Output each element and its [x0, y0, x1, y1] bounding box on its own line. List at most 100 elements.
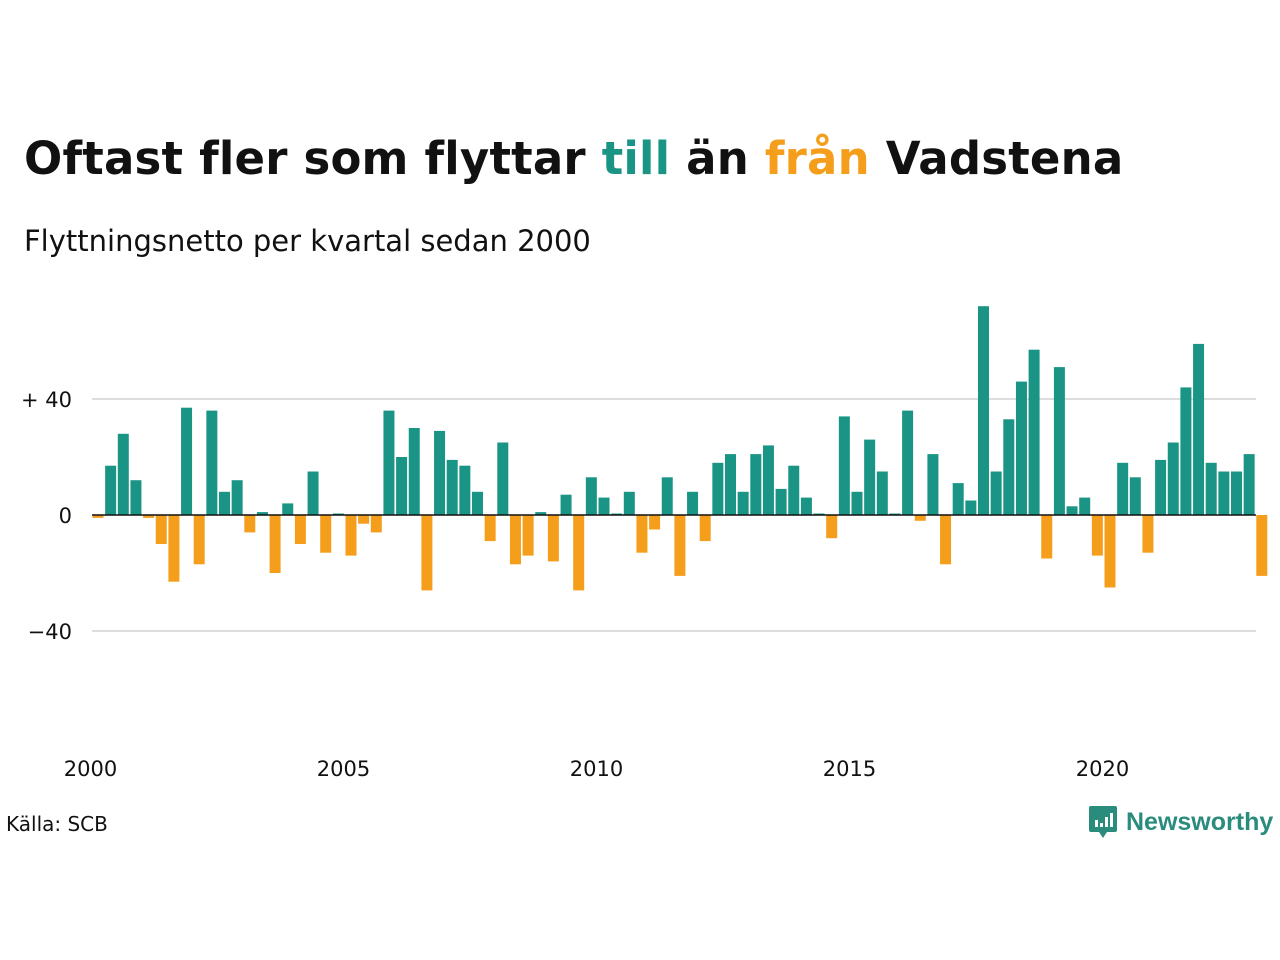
bar	[737, 491, 749, 515]
bar	[244, 515, 256, 533]
bar	[687, 491, 699, 515]
bar	[978, 306, 989, 515]
x-tick-label: 2010	[570, 757, 623, 781]
bar	[788, 465, 800, 515]
bar	[484, 515, 496, 542]
bar	[117, 433, 129, 515]
bar	[1015, 381, 1027, 515]
y-tick-label: −40	[28, 620, 72, 644]
bar	[535, 512, 547, 515]
bar	[282, 503, 294, 515]
bar	[168, 515, 180, 582]
bar	[838, 416, 850, 515]
bar	[1180, 387, 1192, 515]
bar	[459, 465, 471, 515]
bar	[649, 515, 661, 530]
bar	[1091, 515, 1103, 556]
bar	[699, 515, 711, 542]
bar	[408, 428, 420, 515]
bar	[1028, 349, 1040, 515]
newsworthy-logo-icon	[1089, 806, 1117, 838]
bar	[181, 407, 193, 515]
bar	[143, 515, 155, 518]
bar	[130, 480, 142, 515]
bar	[1079, 497, 1091, 515]
bar	[193, 515, 205, 565]
x-tick-label: 2015	[823, 757, 876, 781]
bar	[1193, 343, 1205, 515]
bar	[307, 471, 319, 515]
title-fran: från	[764, 132, 870, 185]
x-tick-label: 2000	[64, 757, 117, 781]
bar	[674, 515, 686, 576]
y-tick-label: + 40	[21, 388, 72, 412]
x-tick-label: 2005	[317, 757, 370, 781]
bar	[1142, 515, 1154, 553]
bar	[623, 491, 635, 515]
bar	[940, 515, 952, 565]
bar	[800, 497, 812, 515]
newsworthy-logo: Newsworthy	[1088, 804, 1273, 840]
bar	[497, 442, 509, 515]
x-tick-label: 2020	[1076, 757, 1129, 781]
bar	[914, 515, 926, 521]
bar	[952, 483, 964, 515]
bar	[585, 477, 597, 515]
bar	[421, 515, 433, 591]
bar	[231, 480, 243, 515]
bar	[725, 454, 736, 515]
bar	[876, 471, 888, 515]
bar	[965, 500, 977, 515]
bar	[383, 410, 395, 515]
bar	[320, 515, 332, 553]
bar	[206, 410, 218, 515]
y-tick-label: 0	[59, 504, 72, 528]
source-label: Källa: SCB	[6, 812, 108, 836]
bar	[762, 445, 774, 515]
bar	[1129, 477, 1141, 515]
bar	[1104, 515, 1116, 588]
bar	[560, 494, 572, 515]
bar	[661, 477, 673, 515]
bar	[1117, 462, 1129, 515]
bar	[370, 515, 382, 533]
bar	[1205, 462, 1217, 515]
bar	[775, 488, 787, 515]
bar-chart: + 40 0 −40 2000 2005 2010 2015 2020	[21, 306, 1268, 781]
bar	[1155, 459, 1167, 515]
bar	[358, 515, 370, 524]
logo-text: Newsworthy	[1126, 807, 1274, 836]
title-part-2: än	[670, 132, 765, 185]
bar	[155, 515, 167, 544]
bar	[750, 454, 762, 515]
bar	[636, 515, 648, 553]
bar	[256, 512, 268, 515]
chart-subtitle: Flyttningsnetto per kvartal sedan 2000	[24, 224, 591, 258]
bar	[1167, 442, 1179, 515]
bar	[1218, 471, 1230, 515]
bar	[105, 465, 117, 515]
bar	[1053, 367, 1065, 515]
bar	[851, 491, 863, 515]
title-part-1: Oftast fler som flyttar	[24, 132, 602, 185]
bar	[547, 515, 559, 562]
bar	[598, 497, 610, 515]
bar	[1003, 419, 1015, 515]
bar	[396, 457, 408, 515]
bar	[712, 462, 724, 515]
bar	[1041, 515, 1053, 559]
bar	[345, 515, 357, 556]
bar	[509, 515, 521, 565]
title-part-3: Vadstena	[869, 132, 1124, 185]
bar	[1066, 506, 1078, 515]
bar	[269, 515, 281, 573]
bar	[294, 515, 306, 544]
bar	[522, 515, 534, 556]
bar	[219, 491, 230, 515]
bar	[927, 454, 939, 515]
bar	[864, 439, 876, 515]
bar	[990, 471, 1002, 515]
chart-title: Oftast fler som flyttar till än från Vad…	[24, 132, 1123, 185]
title-till: till	[601, 132, 671, 185]
bar	[434, 430, 446, 515]
